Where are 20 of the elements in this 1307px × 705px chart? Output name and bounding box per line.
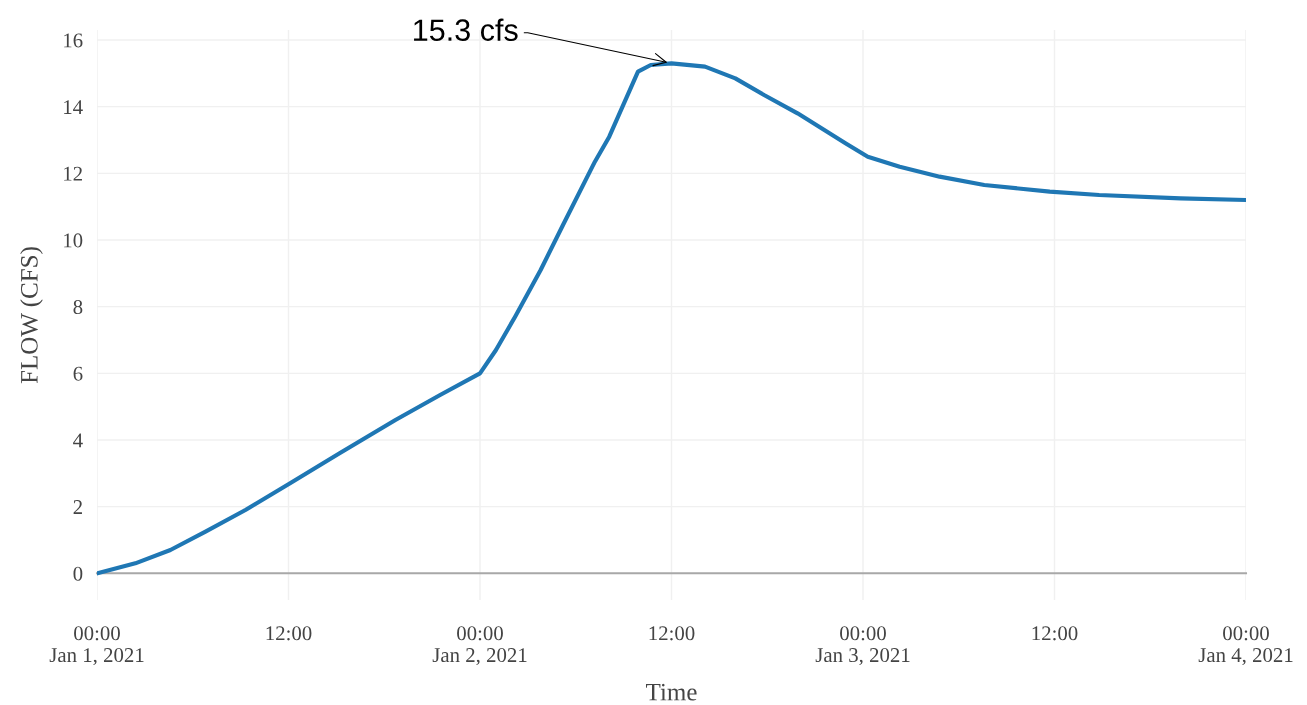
y-axis-title: FLOW (CFS) <box>20 247 43 384</box>
x-tick-label: 12:00 <box>1032 626 1078 641</box>
x-tick-label: 00:00 Jan 4, 2021 <box>1198 626 1293 666</box>
y-tick-label: 4 <box>73 433 83 448</box>
y-tick-label: 6 <box>73 366 83 381</box>
y-tick-label: 16 <box>64 33 83 48</box>
x-tick-label: 00:00 Jan 2, 2021 <box>432 626 527 666</box>
y-tick-label: 14 <box>64 100 83 114</box>
line-series <box>97 61 1246 576</box>
x-tick-label: 00:00 Jan 3, 2021 <box>815 626 910 666</box>
y-tick-label: 10 <box>64 233 83 248</box>
x-tick-label: 00:00 Jan 1, 2021 <box>49 626 144 666</box>
y-tick-label: 12 <box>64 166 82 181</box>
y-tick-label: 2 <box>73 500 82 514</box>
x-tick-label: 12:00 <box>649 626 695 641</box>
x-axis-title: Time <box>646 683 697 701</box>
y-tick-label: 8 <box>73 300 83 315</box>
y-tick-label: 0 <box>73 566 83 581</box>
annotation: 15.3 cfs <box>414 18 518 41</box>
x-tick-label: 12:00 <box>266 626 312 641</box>
